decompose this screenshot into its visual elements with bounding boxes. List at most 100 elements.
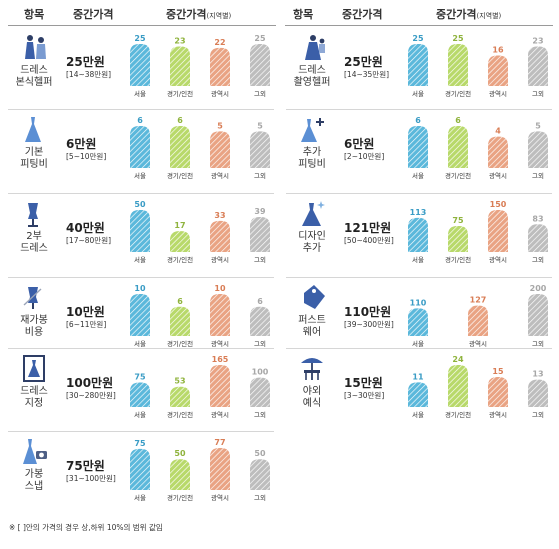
value-label: 22 (214, 38, 225, 47)
item-icon (302, 201, 325, 226)
value-label: 113 (410, 208, 427, 217)
category-label: 그외 (254, 172, 266, 180)
category-label: 그외 (254, 90, 266, 98)
median-price: 6만원 (66, 137, 97, 151)
bar-other (528, 46, 548, 86)
category-label: 경기/인천 (445, 410, 471, 419)
category-label: 서울 (412, 255, 424, 264)
row-divider (286, 109, 552, 110)
median-price: 75만원 (66, 459, 105, 473)
bar-metro (468, 305, 488, 336)
value-label: 127 (470, 296, 487, 305)
item-label-line: 촬영헬퍼 (293, 77, 331, 88)
item-icon (23, 355, 45, 382)
bar-chart: 6 서울 6 경기/인천 4 광역시 5 그외 (408, 116, 548, 180)
value-label: 50 (134, 200, 146, 209)
category-label: 서울 (412, 171, 424, 180)
item-icon (25, 117, 41, 142)
price-range: [2~10만원] (344, 152, 385, 161)
value-label: 200 (530, 284, 547, 293)
bar-gyeonggi (170, 386, 190, 407)
item-label-line: 드레스 (20, 65, 48, 76)
bar-other (528, 294, 548, 336)
bar-seoul (130, 44, 150, 86)
item-label-line: 재가봉 (20, 315, 48, 326)
bar-metro (488, 55, 508, 86)
median-price: 25만원 (66, 55, 105, 69)
bar-gyeonggi (448, 44, 468, 86)
category-label: 그외 (254, 494, 266, 502)
bar-metro (210, 365, 230, 407)
item-icon (304, 285, 325, 309)
category-label: 서울 (134, 171, 146, 180)
price-range: [39~300만원] (344, 320, 394, 329)
item-label: 가봉 스냅 (8, 469, 60, 493)
bar-seoul (408, 308, 428, 336)
row-divider (8, 431, 274, 432)
value-label: 50 (254, 449, 266, 458)
item-icon (301, 358, 323, 380)
item-label-line: 2부 (26, 231, 42, 242)
value-label: 33 (214, 211, 225, 220)
bar-gyeonggi (170, 306, 190, 336)
item-label: 디자인 추가 (286, 231, 338, 255)
value-label: 83 (532, 214, 543, 223)
left-header-rule (8, 25, 276, 26)
category-label: 그외 (254, 340, 266, 348)
bar-metro (488, 210, 508, 252)
bar-metro (210, 220, 230, 252)
bar-chart: 25 서울 25 경기/인천 16 광역시 23 그외 (408, 34, 548, 98)
value-label: 6 (137, 116, 143, 125)
row-divider (286, 348, 552, 349)
category-label: 광역시 (469, 339, 487, 348)
category-label: 그외 (254, 256, 266, 264)
sewing-mannequin-icon (23, 287, 42, 309)
sparkle-dress-icon (302, 201, 325, 226)
value-label: 15 (492, 367, 504, 376)
item-label-line: 본식헬퍼 (15, 77, 53, 88)
bar-chart: 75 서울 50 경기/인천 77 광역시 50 그외 (130, 438, 270, 502)
price-range: [5~10만원] (66, 152, 107, 161)
row-divider (8, 193, 274, 194)
item-icon (305, 35, 325, 60)
couple-helper-icon (305, 35, 325, 60)
category-label: 경기/인천 (167, 255, 193, 264)
value-label: 10 (214, 284, 226, 293)
bar-other (528, 379, 548, 407)
category-label: 서울 (134, 339, 146, 348)
item-label: 드레스 지정 (8, 386, 60, 410)
value-label: 25 (134, 34, 146, 43)
bar-metro (210, 131, 230, 168)
bar-seoul (130, 294, 150, 336)
left-header-regional-label: 중간가격 (166, 8, 207, 21)
bar-chart: 50 서울 17 경기/인천 33 광역시 39 그외 (130, 200, 270, 264)
price-range: [6~11만원] (66, 320, 107, 329)
row-divider (286, 193, 552, 194)
item-label: 드레스 본식헬퍼 (8, 65, 60, 89)
right-header-item: 항목 (293, 8, 314, 21)
item-icon (23, 287, 42, 309)
item-label: 퍼스트 웨어 (286, 315, 338, 339)
row-divider (8, 277, 274, 278)
item-label: 추가 피팅비 (286, 147, 338, 171)
bar-seoul (130, 448, 150, 490)
item-icon (25, 35, 46, 59)
bar-other (250, 44, 270, 86)
category-label: 서울 (134, 493, 146, 502)
category-label: 그외 (532, 172, 544, 180)
value-label: 39 (254, 207, 266, 216)
category-label: 광역시 (489, 171, 507, 180)
item-label-line: 드레스 (20, 386, 48, 397)
value-label: 6 (177, 297, 183, 306)
bar-chart: 11 서울 24 경기/인천 15 광역시 13 그외 (408, 355, 548, 419)
item-label-line: 지정 (24, 398, 44, 409)
right-header-regional: 중간가격(지역별) (436, 6, 501, 22)
right-header-rule (285, 25, 553, 26)
bar-chart: 75 서울 53 경기/인천 165 광역시 100 그외 (130, 355, 270, 419)
bar-metro (210, 448, 230, 490)
row-divider (286, 277, 552, 278)
category-label: 서울 (412, 339, 424, 348)
category-label: 광역시 (211, 255, 229, 264)
bar-other (250, 377, 270, 407)
value-label: 10 (134, 284, 146, 293)
